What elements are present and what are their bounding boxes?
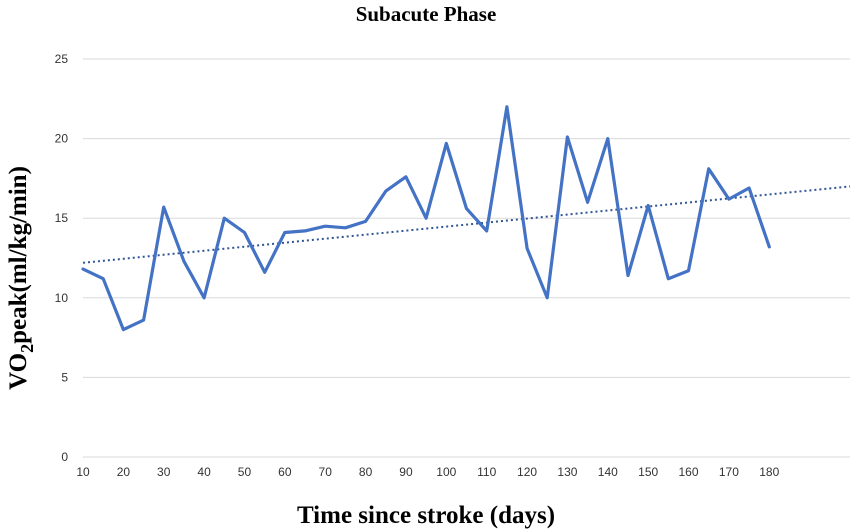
x-tick-label: 180 [759,465,779,479]
x-axis-title: Time since stroke (days) [297,502,555,529]
y-tick-labels: 0 5 10 15 20 25 [55,52,69,464]
y-tick-label: 20 [55,132,69,146]
linear-trendline [82,185,851,264]
x-tick-label: 130 [557,465,577,479]
y-tick-label: 25 [55,52,69,66]
y-axis-title-main: VO [5,353,32,390]
x-tick-label: 30 [157,465,171,479]
x-tick-label: 170 [719,465,739,479]
x-tick-label: 140 [598,465,618,479]
chart-title: Subacute Phase [356,2,497,26]
x-tick-label: 20 [117,465,131,479]
y-tick-label: 15 [55,211,69,225]
y-tick-label: 10 [55,291,69,305]
x-tick-label: 110 [477,465,496,479]
x-tick-label: 10 [76,465,90,479]
x-tick-label: 160 [679,465,699,479]
x-tick-label: 90 [399,465,413,479]
y-tick-label: 5 [61,370,68,384]
y-tick-label: 0 [61,450,68,464]
x-tick-label: 60 [278,465,292,479]
y-axis-title: VO2peak(ml/kg/min) [5,166,37,390]
x-tick-label: 70 [319,465,333,479]
x-tick-label: 120 [517,465,537,479]
x-tick-label: 50 [238,465,252,479]
y-axis-title-rest: peak(ml/kg/min) [5,166,32,344]
x-tick-label: 40 [197,465,211,479]
series-line [81,105,771,332]
gridlines [83,58,850,458]
x-tick-label: 150 [638,465,658,479]
x-tick-labels: 10 20 30 40 50 60 70 80 90 100 110 120 130 140 150 160 1… [76,465,779,479]
y-axis-title-subscript: 2 [17,344,37,353]
x-tick-label: 100 [436,465,456,479]
x-tick-label: 80 [359,465,373,479]
